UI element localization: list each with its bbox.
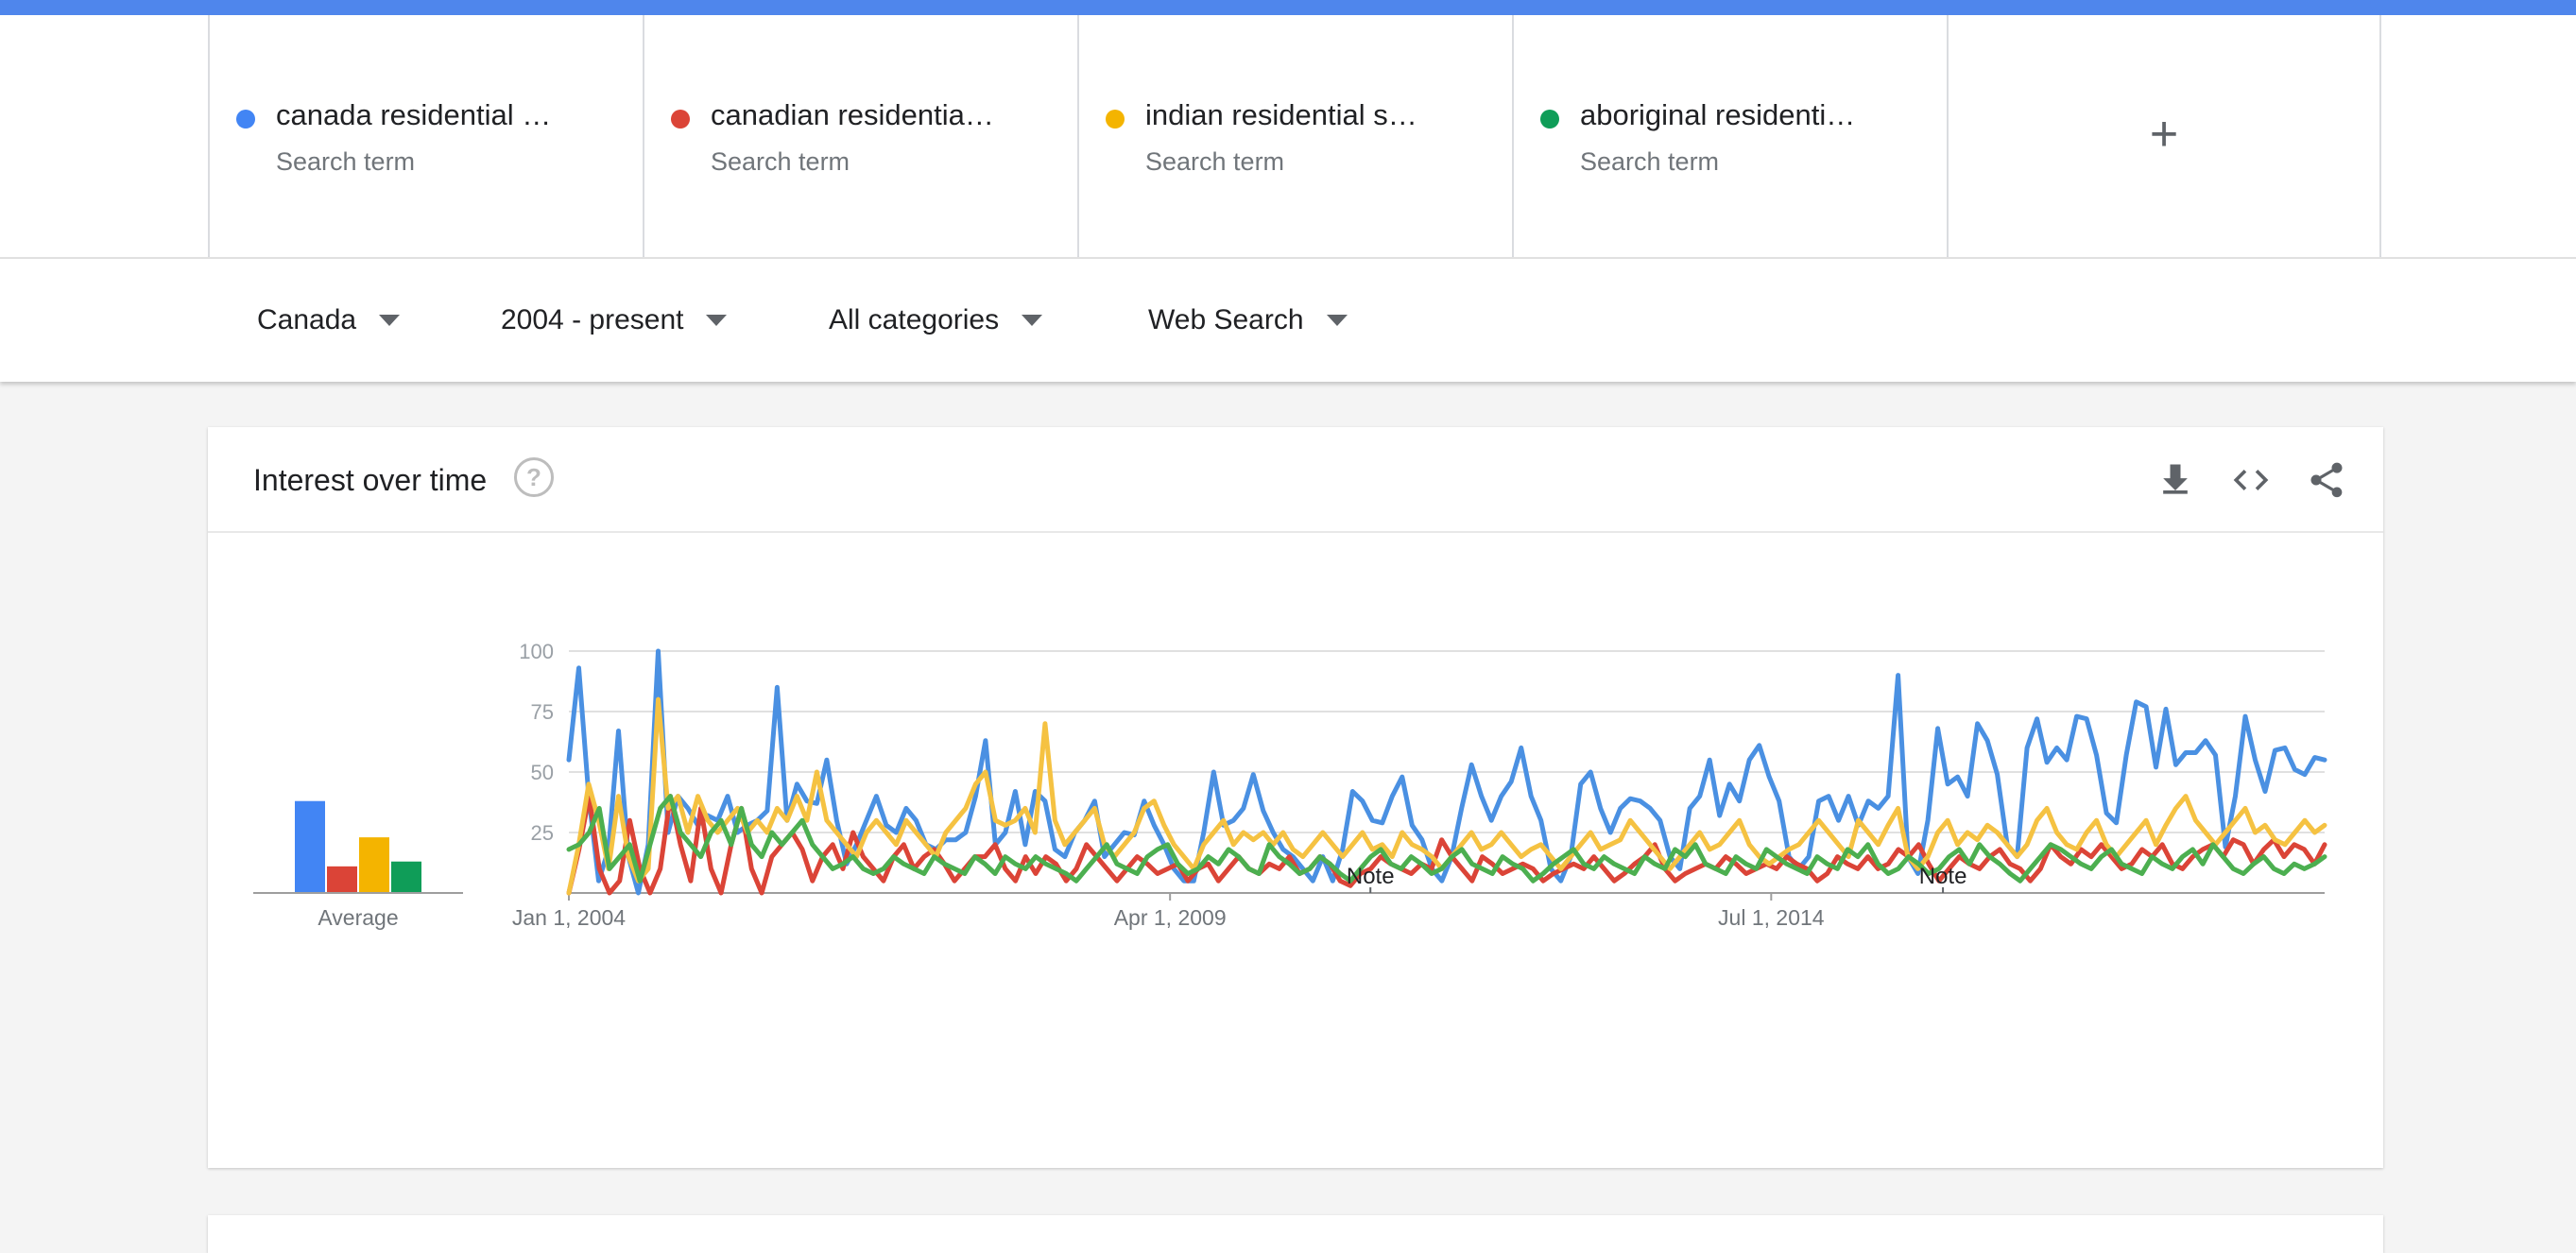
search-term-type: Search term — [1145, 147, 1285, 176]
series-line — [566, 794, 2327, 896]
time-range-dropdown[interactable]: 2004 - present — [501, 304, 728, 336]
average-label: Average — [318, 905, 398, 930]
interest-over-time-card: Interest over time ? 25 50 75 100 Jan 1, 200… — [208, 427, 2383, 1168]
filter-bar: Canada 2004 - present All categories Web… — [0, 257, 2576, 382]
add-comparison-button[interactable]: + — [1947, 15, 2381, 257]
help-icon[interactable]: ? — [514, 457, 554, 497]
caret-down-icon — [706, 315, 728, 326]
card-title: Interest over time — [253, 463, 488, 497]
note-label: Note — [1347, 864, 1395, 889]
embed-code-icon[interactable] — [2230, 459, 2272, 501]
y-tick-label: 100 — [519, 640, 554, 663]
series-line — [566, 648, 2327, 896]
search-term-label: canada residential … — [276, 98, 552, 131]
caret-down-icon — [1022, 315, 1043, 326]
search-term-4[interactable]: aboriginal residenti… Search term — [1512, 15, 1947, 257]
average-bar — [295, 800, 325, 893]
note-label: Note — [1919, 864, 1967, 889]
next-card — [208, 1215, 2383, 1253]
region-value: Canada — [257, 304, 357, 335]
y-tick-label: 50 — [531, 761, 554, 784]
search-term-label: indian residential s… — [1145, 98, 1417, 131]
top-accent-bar — [0, 0, 2576, 15]
average-bar — [359, 837, 389, 893]
search-term-label: aboriginal residenti… — [1580, 98, 1856, 131]
search-type-value: Web Search — [1148, 304, 1304, 335]
search-terms-bar: canada residential … Search term canadian … — [0, 15, 2576, 257]
interest-line-chart: 25 50 75 100 Jan 1, 2004 Apr 1, 2009 Jul 1, 20… — [253, 640, 2327, 930]
search-term-type: Search term — [276, 147, 416, 176]
series-line — [566, 794, 2327, 884]
region-dropdown[interactable]: Canada — [257, 304, 401, 336]
search-term-1[interactable]: canada residential … Search term — [208, 15, 643, 257]
chart-area: 25 50 75 100 Jan 1, 2004 Apr 1, 2009 Jul 1, 20… — [208, 533, 2383, 1168]
x-tick-label: Jul 1, 2014 — [1718, 905, 1825, 930]
search-term-type: Search term — [711, 147, 850, 176]
series-color-dot — [671, 110, 690, 129]
category-dropdown[interactable]: All categories — [829, 304, 1043, 336]
search-term-2[interactable]: canadian residentia… Search term — [643, 15, 1077, 257]
series-color-dot — [1540, 110, 1559, 129]
time-range-value: 2004 - present — [501, 304, 684, 335]
average-bar — [391, 861, 421, 893]
plus-icon: + — [2149, 107, 2179, 162]
y-tick-label: 75 — [531, 700, 554, 724]
y-tick-label: 25 — [531, 821, 554, 845]
average-bar — [327, 866, 357, 893]
search-type-dropdown[interactable]: Web Search — [1148, 304, 1348, 336]
search-term-3[interactable]: indian residential s… Search term — [1077, 15, 1512, 257]
download-icon[interactable] — [2155, 459, 2196, 501]
caret-down-icon — [1326, 315, 1348, 326]
card-header: Interest over time ? — [208, 427, 2383, 533]
series-color-dot — [236, 110, 255, 129]
x-tick-label: Apr 1, 2009 — [1114, 905, 1227, 930]
caret-down-icon — [379, 315, 401, 326]
series-color-dot — [1106, 110, 1125, 129]
search-term-type: Search term — [1580, 147, 1720, 176]
share-icon[interactable] — [2306, 459, 2347, 501]
search-term-label: canadian residentia… — [711, 98, 994, 131]
x-tick-label: Jan 1, 2004 — [512, 905, 626, 930]
category-value: All categories — [829, 304, 1000, 335]
